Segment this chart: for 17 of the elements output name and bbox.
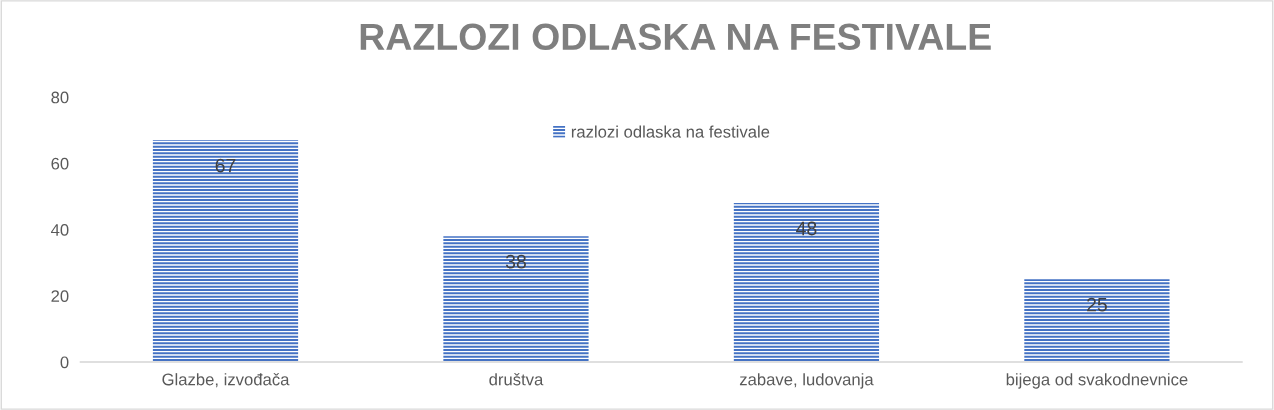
y-tick-label: 60 [51, 157, 69, 170]
x-tick-label: bijega od svakodnevnice [1006, 373, 1188, 389]
bar [152, 140, 299, 363]
bar [733, 203, 880, 363]
x-tick-label: društva [489, 373, 544, 386]
bar [443, 236, 589, 363]
x-tick-label: zabave, ludovanja [739, 373, 874, 389]
bar [1024, 279, 1170, 363]
chart-title: RAZLOZI ODLASKA NA FESTIVALE [360, 23, 991, 51]
data-label: 38 [505, 254, 526, 269]
y-tick-label: 40 [51, 224, 69, 236]
x-tick-label: Glazbe, izvođača [162, 373, 290, 388]
legend-label: razlozi odlaska na festivale [571, 125, 770, 138]
data-label: 25 [1087, 297, 1107, 312]
y-tick-label: 0 [60, 356, 69, 369]
y-tick-label: 80 [51, 91, 69, 104]
y-tick-label: 20 [51, 290, 69, 303]
